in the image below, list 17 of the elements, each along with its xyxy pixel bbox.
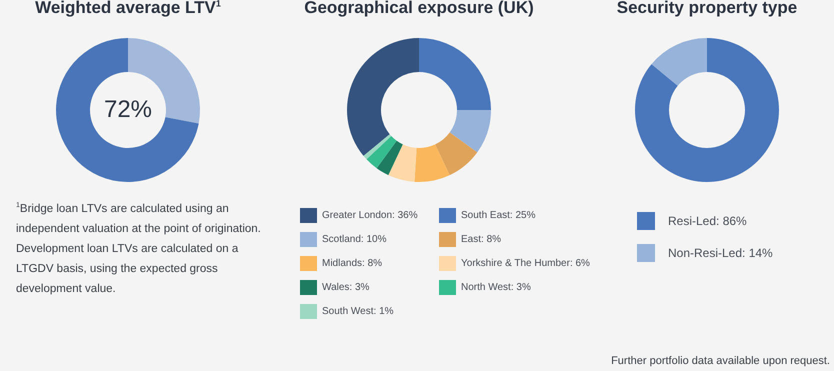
legend-label: Resi-Led: 86% [668,214,748,228]
legend-label: North West: 3% [461,282,531,293]
text: Further portfolio data available upon request. [611,354,830,369]
legend-label: Scotland: 10% [322,234,387,245]
legend-label: East: 8% [461,234,502,245]
text: $^{1}$Bridge loan LTVs are calculated using an independent valuation at the point of origination. Development loan LTVs are calculated on a LTGDV basis, using the expected gross development value. [16,201,262,297]
legend-label: South West: 1% [322,306,394,317]
chart-title: Geographical exposure (UK) [303,0,535,18]
legend-label: Wales: 3% [322,282,370,293]
legend-label: Midlands: 8% [322,258,382,269]
text: 72% [102,96,154,124]
legend-label: Non-Resi-Led: 14% [668,246,774,260]
legend-label: Yorkshire & The Humber: 6% [461,258,590,269]
legend-label: Greater London: 36% [322,210,418,221]
legend-label: South East: 25% [461,210,536,221]
chart-title: Weighted average LTV$^{1}$ [34,0,222,18]
chart-title: Security property type [616,0,798,18]
